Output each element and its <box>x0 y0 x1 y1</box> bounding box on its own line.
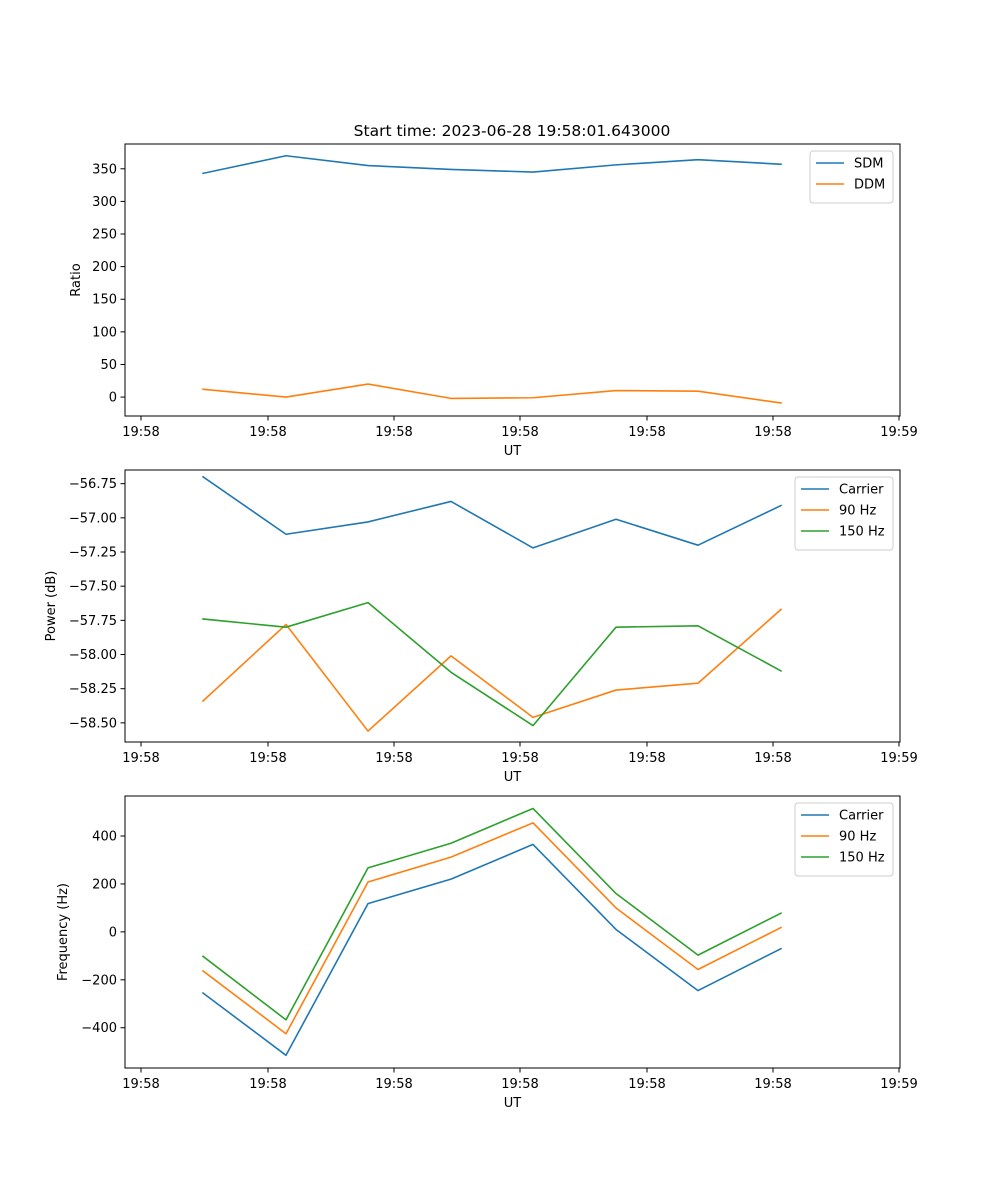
y-tick-label: 350 <box>92 162 117 177</box>
legend-label: Carrier <box>839 809 884 824</box>
x-tick-label: 19:58 <box>375 425 412 440</box>
y-axis-label: Ratio <box>69 263 84 296</box>
panel-2: 19:58 19:58 19:58 19:58 19:58 19:58 19:59 −58.5… <box>44 469 918 785</box>
y-tick-label: −58.25 <box>69 682 117 697</box>
x-tick-label: 19:58 <box>501 425 538 440</box>
panel-1: 19:58 19:58 19:58 19:58 19:58 19:58 19:59 0 50 10… <box>69 143 918 459</box>
y-tick-label: −400 <box>81 1021 117 1036</box>
series-line-150-hz <box>202 601 783 727</box>
y-axis-label: Power (dB) <box>44 571 59 642</box>
x-tick-label: 19:58 <box>122 751 159 766</box>
x-tick-label: 19:59 <box>880 751 917 766</box>
series-line-sdm <box>202 154 782 175</box>
y-tick-label: 100 <box>92 325 117 340</box>
series-line-90-hz <box>201 608 783 732</box>
y-tick-label: −200 <box>81 973 117 988</box>
y-axis-label: Frequency (Hz) <box>56 883 71 981</box>
y-tick-label: −58.50 <box>69 716 117 731</box>
legend-label: 90 Hz <box>839 504 876 519</box>
y-tick-label: −58.00 <box>69 648 117 663</box>
x-tick-label: 19:58 <box>249 1077 286 1092</box>
x-axis-label: UT <box>504 1096 522 1111</box>
x-tick-label: 19:58 <box>754 751 791 766</box>
x-tick-label: 19:58 <box>628 425 665 440</box>
legend-box <box>809 150 894 204</box>
y-tick-label: 300 <box>92 195 117 210</box>
x-axis-label: UT <box>504 444 522 459</box>
axes-frame <box>124 143 901 417</box>
y-tick-label: −56.75 <box>69 477 117 492</box>
x-tick-label: 19:59 <box>880 425 917 440</box>
axes-frame <box>124 469 901 743</box>
chart-title: Start time: 2023-06-28 19:58:01.643000 <box>354 122 671 140</box>
legend-label: SDM <box>854 157 883 172</box>
panel-3: 19:58 19:58 19:58 19:58 19:58 19:58 19:59 −400 −… <box>56 795 918 1111</box>
y-tick-label: −57.25 <box>69 546 117 561</box>
legend: Carrier 90 Hz 150 Hz <box>794 476 894 551</box>
series-line-ddm <box>202 383 782 404</box>
y-tick-label: 200 <box>92 877 117 892</box>
legend: Carrier 90 Hz 150 Hz <box>794 802 894 877</box>
y-tick-label: 200 <box>92 260 117 275</box>
y-tick-label: −57.75 <box>69 614 117 629</box>
legend-label: 150 Hz <box>839 851 885 866</box>
x-tick-label: 19:58 <box>375 1077 412 1092</box>
y-tick-label: −57.00 <box>69 511 117 526</box>
y-tick-label: 150 <box>92 293 117 308</box>
x-tick-label: 19:58 <box>501 1077 538 1092</box>
x-tick-label: 19:58 <box>122 425 159 440</box>
y-tick-label: −57.50 <box>69 580 117 595</box>
x-tick-label: 19:58 <box>754 1077 791 1092</box>
x-tick-label: 19:58 <box>628 751 665 766</box>
legend: SDM DDM <box>809 150 894 204</box>
x-tick-label: 19:58 <box>122 1077 159 1092</box>
series-line-carrier <box>201 843 783 1057</box>
y-tick-label: 400 <box>92 830 117 845</box>
x-tick-label: 19:58 <box>375 751 412 766</box>
series-line-90-hz <box>201 822 783 1035</box>
x-tick-label: 19:58 <box>628 1077 665 1092</box>
x-tick-label: 19:58 <box>249 751 286 766</box>
x-tick-label: 19:58 <box>754 425 791 440</box>
legend-label: 90 Hz <box>839 830 876 845</box>
y-tick-label: 0 <box>109 391 117 406</box>
y-tick-label: 250 <box>92 228 117 243</box>
legend-label: 150 Hz <box>839 525 885 540</box>
legend-label: Carrier <box>839 483 884 498</box>
y-tick-label: 50 <box>100 358 117 373</box>
panels-container: 19:58 19:58 19:58 19:58 19:58 19:58 19:59 0 50 10… <box>44 143 918 1111</box>
x-tick-label: 19:58 <box>501 751 538 766</box>
series-line-150-hz <box>201 807 783 1021</box>
y-tick-label: 0 <box>109 925 117 940</box>
x-tick-label: 19:59 <box>880 1077 917 1092</box>
x-axis-label: UT <box>504 770 522 785</box>
legend-label: DDM <box>854 178 885 193</box>
series-line-carrier <box>201 475 783 549</box>
x-tick-label: 19:58 <box>249 425 286 440</box>
